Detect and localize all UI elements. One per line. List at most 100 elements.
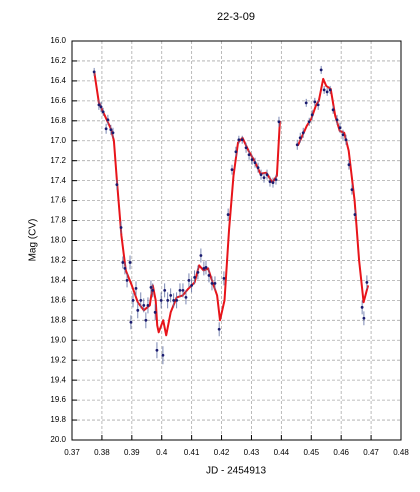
data-point: [298, 136, 302, 140]
data-point: [144, 318, 148, 322]
data-point: [161, 353, 165, 357]
data-point: [172, 298, 176, 302]
data-point: [256, 166, 260, 170]
data-point: [109, 128, 113, 132]
data-point: [217, 327, 221, 331]
data-point: [265, 173, 269, 177]
y-tick-label: 16.8: [50, 116, 66, 125]
x-tick-label: 0.39: [124, 448, 140, 457]
data-point: [106, 118, 110, 122]
data-point: [125, 279, 129, 282]
data-point: [353, 213, 357, 216]
data-point: [304, 101, 308, 105]
data-point: [335, 118, 339, 122]
data-point: [104, 127, 108, 131]
data-point: [347, 163, 351, 167]
data-point: [262, 176, 266, 180]
data-point: [350, 188, 354, 192]
data-point: [240, 138, 244, 142]
data-point: [123, 267, 127, 270]
x-tick-label: 0.48: [393, 448, 409, 457]
y-tick-label: 19.6: [50, 395, 66, 404]
data-point: [237, 138, 241, 142]
x-tick-label: 0.41: [184, 448, 200, 457]
data-point: [92, 70, 96, 74]
x-tick-label: 0.45: [303, 448, 319, 457]
data-point: [325, 90, 329, 94]
data-point: [247, 153, 251, 157]
data-point: [166, 298, 170, 302]
x-tick-label: 0.46: [333, 448, 349, 457]
x-tick-label: 0.38: [94, 448, 110, 457]
data-point: [328, 88, 332, 92]
data-point: [362, 316, 366, 320]
data-point: [97, 103, 101, 107]
data-point: [360, 305, 364, 309]
x-tick-label: 0.4: [156, 448, 168, 457]
y-tick-label: 20.0: [50, 435, 66, 444]
data-point: [175, 298, 179, 302]
y-tick-label: 19.0: [50, 335, 66, 344]
data-point: [313, 100, 317, 104]
data-point: [184, 295, 188, 299]
data-point: [210, 281, 214, 285]
y-axis-label: Mag (CV): [28, 219, 39, 262]
data-point: [277, 120, 281, 124]
data-point: [244, 146, 248, 150]
y-tick-label: 17.4: [50, 176, 66, 185]
y-tick-label: 17.8: [50, 216, 66, 225]
y-tick-label: 16.0: [50, 36, 66, 45]
data-point: [319, 68, 323, 72]
data-point: [322, 88, 326, 92]
data-point: [259, 173, 263, 177]
y-tick-label: 18.4: [50, 276, 66, 285]
data-point: [134, 286, 138, 290]
data-point: [222, 277, 226, 280]
data-point: [253, 161, 257, 165]
data-point: [202, 267, 206, 270]
fit-line: [93, 70, 370, 337]
data-point: [129, 320, 133, 324]
data-point: [341, 133, 345, 137]
data-point: [178, 288, 182, 292]
data-point: [204, 266, 208, 269]
plot-frame: [71, 40, 402, 441]
chart-title: 22-3-09: [217, 11, 255, 23]
data-point: [199, 254, 203, 257]
data-point: [301, 131, 305, 135]
data-point: [250, 158, 254, 162]
data-point: [230, 168, 234, 172]
data-point: [213, 281, 217, 285]
y-tick-label: 17.0: [50, 136, 66, 145]
data-point: [119, 226, 123, 229]
data-point: [271, 181, 275, 185]
y-tick-label: 18.2: [50, 256, 66, 265]
x-tick-label: 0.47: [363, 448, 379, 457]
data-point: [159, 298, 163, 302]
y-tick-label: 18.6: [50, 295, 66, 304]
data-point: [155, 348, 159, 352]
data-point: [139, 298, 143, 302]
data-point: [128, 261, 132, 264]
data-point: [316, 103, 320, 107]
y-tick-label: 16.4: [50, 76, 66, 85]
y-tick-label: 17.2: [50, 156, 66, 165]
data-point: [365, 280, 369, 284]
data-point: [196, 271, 200, 274]
data-point: [190, 283, 194, 287]
data-point: [111, 131, 115, 135]
y-tick-label: 19.8: [50, 415, 66, 424]
x-tick-label: 0.42: [214, 448, 230, 457]
data-point: [344, 138, 348, 142]
data-point: [151, 288, 155, 292]
data-point: [115, 183, 119, 187]
x-tick-label: 0.43: [244, 448, 260, 457]
data-point: [274, 178, 278, 182]
data-point: [207, 274, 211, 277]
data-point: [181, 288, 185, 292]
data-point: [163, 288, 167, 292]
data-point: [310, 113, 314, 117]
y-tick-label: 18.0: [50, 236, 66, 245]
data-point: [101, 110, 105, 114]
